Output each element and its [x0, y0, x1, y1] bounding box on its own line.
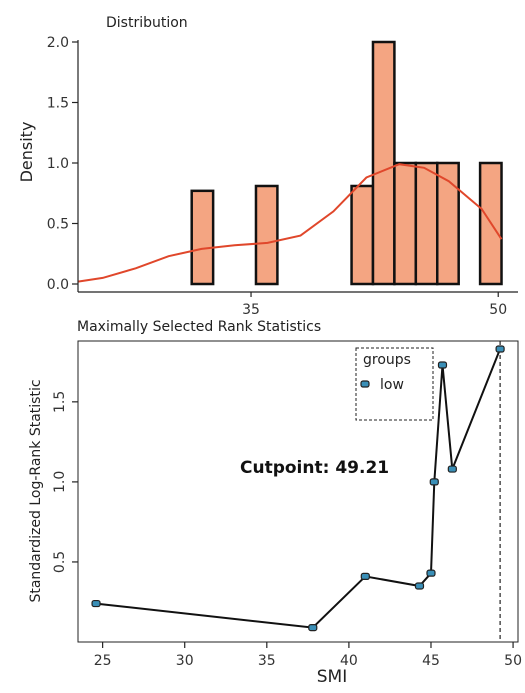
legend-label-low: low: [380, 377, 404, 393]
plot-frame: [77, 340, 519, 643]
rank-stat-x-tick-label-5: 50: [504, 653, 522, 669]
rank-stat-points: [91, 345, 505, 632]
rank-stat-x-tick-label-3: 40: [340, 653, 358, 669]
rank-stat-point-3: [414, 582, 425, 590]
histogram-bar-5: [414, 161, 439, 286]
histogram-title: Distribution: [106, 15, 188, 31]
rank-stat-y-axis-title: Standardized Log-Rank Statistic: [28, 379, 44, 602]
rank-stat-y-tick-label-2: 1.5: [52, 391, 68, 413]
histogram-bars: [190, 40, 503, 286]
rank-stat-y-tick-label-1: 1.0: [52, 471, 68, 493]
histogram-y-tick-label-1: 0.5: [47, 217, 69, 233]
rank-stat-line: [95, 348, 502, 629]
legend: groups low: [355, 347, 434, 421]
histogram-y-tick-label-3: 1.5: [47, 96, 69, 112]
histogram-bar-0: [190, 189, 215, 286]
histogram-bar-6: [436, 161, 460, 286]
rank-stat-point-4: [426, 569, 436, 577]
rank-stat-point-0: [91, 599, 101, 608]
rank-stat-x-tick-label-4: 45: [422, 653, 440, 669]
histogram-bar-2: [350, 184, 375, 286]
density-curve-layer: [77, 163, 503, 283]
rank-stat-point-8: [495, 345, 505, 353]
histogram-y-axis-title: Density: [17, 122, 36, 183]
rank-stat-point-2: [360, 572, 370, 580]
cutpoint-annotation: Cutpoint: 49.21: [240, 458, 389, 478]
histogram-bar-4: [393, 161, 418, 286]
histogram-y-tick-label-4: 2.0: [47, 35, 69, 51]
histogram-y-tick-label-2: 1.0: [47, 156, 69, 172]
rank-stat-x-tick-label-2: 35: [258, 653, 276, 669]
histogram-bar-3: [371, 40, 396, 286]
histogram-bar-1: [254, 184, 279, 286]
histogram-x-tick-label-1: 50: [489, 302, 507, 318]
density-curve: [77, 163, 503, 283]
legend-title: groups: [363, 352, 411, 368]
histogram-y-tick-label-0: 0.0: [47, 277, 69, 293]
rank-statistics-panel: Maximally Selected Rank Statistics Stand…: [28, 319, 522, 687]
rank-stat-axes: 0.5 1.0 1.5 25 30 35 40 45 50: [52, 391, 522, 669]
legend-marker: [360, 380, 370, 388]
rank-stat-point-5: [429, 478, 439, 486]
rank-stat-line-layer: [95, 348, 502, 629]
histogram-x-tick-label-0: 35: [242, 302, 260, 318]
rank-stat-x-axis-title: SMI: [317, 667, 347, 687]
rank-stat-point-1: [308, 623, 318, 632]
rank-stat-point-6: [437, 361, 448, 369]
rank-stat-title: Maximally Selected Rank Statistics: [77, 319, 321, 335]
density-histogram-panel: Distribution Density 0.0 0.5 1.0 1.5 2.0 35 50: [17, 15, 518, 318]
rank-stat-point-7: [447, 465, 457, 473]
histogram-axes: 0.0 0.5 1.0 1.5 2.0 35 50: [47, 35, 518, 318]
rank-stat-y-tick-label-0: 0.5: [52, 551, 68, 573]
rank-stat-x-tick-label-1: 30: [176, 653, 194, 669]
rank-stat-x-tick-label-0: 25: [94, 653, 112, 669]
